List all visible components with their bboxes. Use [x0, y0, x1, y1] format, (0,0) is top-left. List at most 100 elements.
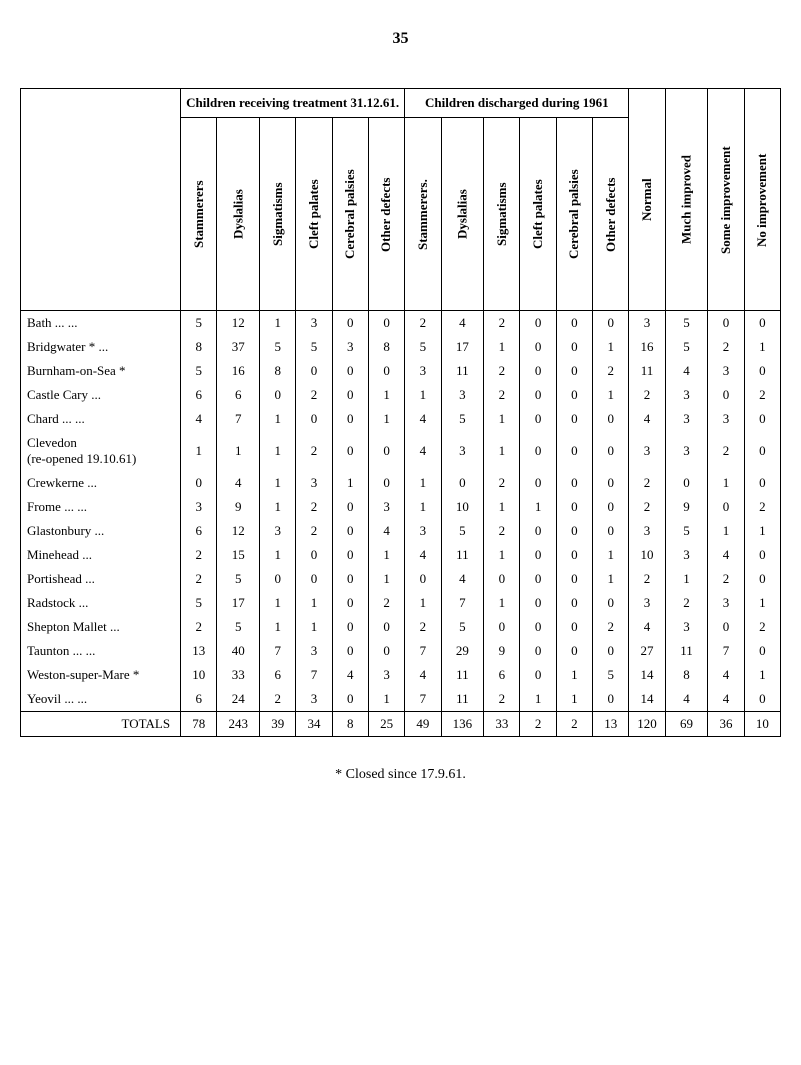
footnote: * Closed since 17.9.61.: [20, 767, 781, 783]
cell: 13: [181, 639, 217, 663]
cell: 1: [484, 407, 520, 431]
cell: 4: [405, 431, 441, 471]
cell: 2: [629, 495, 665, 519]
cell: 0: [593, 431, 629, 471]
cell: 0: [744, 471, 780, 495]
cell: 3: [296, 471, 332, 495]
cell: 11: [665, 639, 708, 663]
cell: 3: [665, 615, 708, 639]
cell: 1: [260, 615, 296, 639]
row-label: Bath ... ...: [21, 311, 181, 336]
cell: 0: [368, 311, 404, 336]
cell: 0: [332, 591, 368, 615]
cell: 2: [629, 383, 665, 407]
cell: 3: [441, 431, 484, 471]
cell: 0: [368, 639, 404, 663]
cell: 0: [593, 311, 629, 336]
cell: 2: [484, 311, 520, 336]
cell: 5: [441, 519, 484, 543]
cell: 3: [260, 519, 296, 543]
cell: 11: [441, 663, 484, 687]
cell: 5: [665, 519, 708, 543]
cell: 0: [556, 383, 592, 407]
table-row: Bath ... ...51213002420003500: [21, 311, 781, 336]
totals-cell: 243: [217, 712, 260, 737]
cell: 4: [405, 543, 441, 567]
cell: 1: [260, 471, 296, 495]
cell: 0: [744, 431, 780, 471]
row-label: Castle Cary ...: [21, 383, 181, 407]
cell: 7: [441, 591, 484, 615]
cell: 3: [181, 495, 217, 519]
cell: 3: [405, 359, 441, 383]
cell: 8: [260, 359, 296, 383]
cell: 4: [181, 407, 217, 431]
cell: 2: [744, 383, 780, 407]
cell: 0: [368, 615, 404, 639]
cell: 0: [520, 591, 556, 615]
cell: 14: [629, 687, 665, 712]
cell: 3: [368, 495, 404, 519]
cell: 0: [181, 471, 217, 495]
cell: 2: [181, 567, 217, 591]
cell: 0: [708, 615, 744, 639]
cell: 3: [665, 431, 708, 471]
totals-cell: 34: [296, 712, 332, 737]
cell: 0: [556, 543, 592, 567]
cell: 1: [520, 687, 556, 712]
cell: 1: [556, 663, 592, 687]
cell: 9: [665, 495, 708, 519]
cell: 5: [181, 359, 217, 383]
cell: 0: [744, 407, 780, 431]
cell: 3: [296, 639, 332, 663]
cell: 17: [217, 591, 260, 615]
cell: 2: [708, 335, 744, 359]
table-row: Chard ... ...4710014510004330: [21, 407, 781, 431]
totals-cell: 120: [629, 712, 665, 737]
col-dyslalias-2: Dyslalias: [441, 118, 484, 311]
cell: 1: [332, 471, 368, 495]
cell: 5: [181, 311, 217, 336]
row-label: Chard ... ...: [21, 407, 181, 431]
cell: 3: [708, 591, 744, 615]
cell: 1: [368, 383, 404, 407]
cell: 4: [708, 663, 744, 687]
cell: 0: [744, 567, 780, 591]
cell: 6: [260, 663, 296, 687]
col-much-improved: Much improved: [665, 89, 708, 311]
data-table: Children receiving treatment 31.12.61. C…: [20, 88, 781, 737]
cell: 4: [665, 687, 708, 712]
cell: 7: [708, 639, 744, 663]
cell: 15: [217, 543, 260, 567]
cell: 4: [368, 519, 404, 543]
cell: 4: [332, 663, 368, 687]
cell: 3: [665, 383, 708, 407]
row-label: Shepton Mallet ...: [21, 615, 181, 639]
cell: 5: [441, 615, 484, 639]
cell: 27: [629, 639, 665, 663]
cell: 0: [520, 615, 556, 639]
cell: 0: [332, 359, 368, 383]
cell: 6: [217, 383, 260, 407]
totals-cell: 78: [181, 712, 217, 737]
cell: 0: [520, 311, 556, 336]
col-cerebral-2: Cerebral palsies: [556, 118, 592, 311]
cell: 0: [556, 335, 592, 359]
cell: 11: [441, 543, 484, 567]
cell: 0: [520, 407, 556, 431]
cell: 2: [296, 383, 332, 407]
cell: 0: [484, 615, 520, 639]
cell: 2: [665, 591, 708, 615]
cell: 0: [260, 383, 296, 407]
cell: 9: [217, 495, 260, 519]
cell: 2: [260, 687, 296, 712]
cell: 3: [665, 543, 708, 567]
cell: 0: [520, 471, 556, 495]
cell: 0: [744, 639, 780, 663]
cell: 7: [405, 687, 441, 712]
cell: 0: [520, 663, 556, 687]
totals-label: TOTALS: [21, 712, 181, 737]
table-row: Glastonbury ...61232043520003511: [21, 519, 781, 543]
cell: 7: [405, 639, 441, 663]
row-label: Radstock ...: [21, 591, 181, 615]
